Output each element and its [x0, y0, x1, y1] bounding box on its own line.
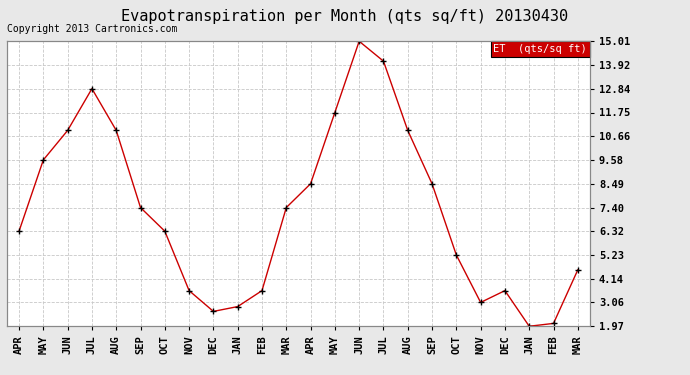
Text: ET  (qts/sq ft): ET (qts/sq ft) [493, 44, 587, 54]
Text: Evapotranspiration per Month (qts sq/ft) 20130430: Evapotranspiration per Month (qts sq/ft)… [121, 9, 569, 24]
Text: Copyright 2013 Cartronics.com: Copyright 2013 Cartronics.com [7, 24, 177, 34]
